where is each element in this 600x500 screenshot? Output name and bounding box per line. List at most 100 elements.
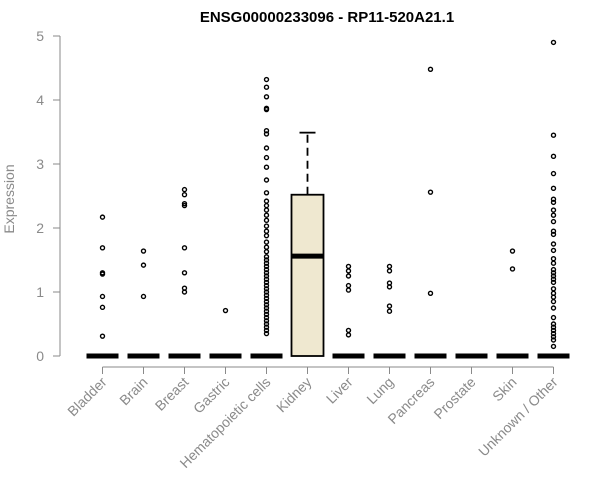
outlier-point: [427, 189, 434, 195]
outlier-point: [345, 263, 352, 270]
outlier-point: [263, 279, 270, 286]
outlier-point: [99, 333, 106, 339]
outlier-point: [263, 212, 270, 218]
outlier-point: [263, 282, 270, 289]
outlier-point: [386, 308, 393, 314]
x-tick-label: Bladder: [64, 374, 110, 420]
outlier-point: [263, 260, 270, 266]
box-liver: [332, 263, 365, 359]
outlier-point: [263, 308, 270, 314]
outlier-point: [345, 287, 352, 293]
outlier-point: [550, 298, 557, 305]
outlier-point: [263, 302, 270, 308]
box-breast: [168, 186, 201, 359]
outlier-point: [263, 273, 270, 279]
outlier-point: [263, 289, 270, 295]
x-tick-label: Lung: [363, 374, 396, 407]
outlier-point: [263, 257, 270, 263]
x-tick-label: Prostate: [430, 374, 478, 422]
outlier-point: [550, 256, 557, 262]
outlier-point: [263, 305, 270, 311]
outlier-point: [550, 153, 557, 160]
outlier-point: [263, 286, 270, 292]
outlier-point: [263, 314, 270, 321]
box-unknown-other: [537, 39, 570, 359]
box-brain: [127, 248, 160, 359]
outlier-point: [345, 327, 352, 334]
outlier-point: [263, 190, 270, 196]
outlier-point: [550, 132, 557, 138]
outlier-point: [263, 263, 270, 270]
outlier-point: [181, 245, 188, 251]
outlier-point: [263, 223, 270, 229]
outlier-point: [263, 318, 270, 324]
outlier-point: [550, 266, 557, 273]
outlier-point: [263, 266, 270, 273]
outlier-point: [550, 324, 557, 330]
outlier-point: [427, 66, 434, 72]
y-tick-label: 2: [36, 220, 44, 236]
outlier-point: [263, 198, 270, 204]
outlier-point: [550, 241, 557, 247]
outlier-point: [99, 214, 106, 220]
outlier-point: [550, 337, 557, 343]
outlier-point: [550, 286, 557, 292]
outlier-point: [263, 128, 270, 134]
outlier-point: [140, 248, 147, 254]
outlier-point: [345, 282, 352, 289]
outlier-point: [263, 232, 270, 239]
outlier-point: [140, 262, 147, 268]
outlier-point: [263, 164, 270, 170]
y-tick-label: 1: [36, 284, 44, 300]
outlier-point: [386, 268, 393, 274]
outlier-point: [550, 39, 557, 46]
outlier-point: [345, 268, 352, 274]
box-skin: [496, 248, 529, 359]
outlier-point: [99, 304, 106, 311]
outlier-point: [99, 293, 106, 300]
chart-title: ENSG00000233096 - RP11-520A21.1: [200, 9, 454, 26]
outlier-point: [263, 228, 270, 234]
outlier-point: [550, 185, 557, 192]
outlier-point: [550, 334, 557, 340]
outlier-point: [550, 273, 557, 279]
outlier-point: [550, 218, 557, 225]
box-pancreas: [414, 66, 447, 359]
outlier-point: [263, 202, 270, 209]
outlier-point: [263, 292, 270, 298]
outlier-point: [345, 273, 352, 279]
outlier-point: [550, 231, 557, 238]
outlier-point: [181, 200, 188, 207]
outlier-point: [550, 330, 557, 337]
box-series: [86, 39, 570, 359]
y-tick-label: 5: [36, 28, 44, 44]
y-axis: 0 1 2 3 4 5: [36, 28, 61, 364]
box-lung: [373, 263, 406, 359]
x-tick-label: Liver: [323, 374, 356, 407]
outlier-point: [550, 196, 557, 202]
outlier-point: [263, 207, 270, 213]
y-tick-label: 4: [36, 92, 44, 108]
box-hematopoietic-cells: [250, 76, 283, 359]
outlier-point: [550, 276, 557, 282]
outlier-point: [99, 271, 106, 277]
outlier-point: [550, 279, 557, 286]
outlier-point: [550, 247, 557, 254]
y-tick-label: 3: [36, 156, 44, 172]
outlier-point: [263, 154, 270, 161]
outlier-point: [263, 244, 270, 250]
outlier-point: [222, 307, 229, 314]
outlier-point: [550, 294, 557, 300]
outlier-point: [386, 303, 393, 309]
outlier-point: [181, 202, 188, 209]
outlier-point: [263, 295, 270, 302]
outlier-point: [550, 343, 557, 350]
outlier-point: [263, 106, 270, 113]
outlier-point: [550, 260, 557, 266]
outlier-point: [99, 245, 106, 251]
outlier-point: [181, 289, 188, 295]
outlier-point: [263, 145, 270, 151]
outlier-point: [550, 228, 557, 234]
